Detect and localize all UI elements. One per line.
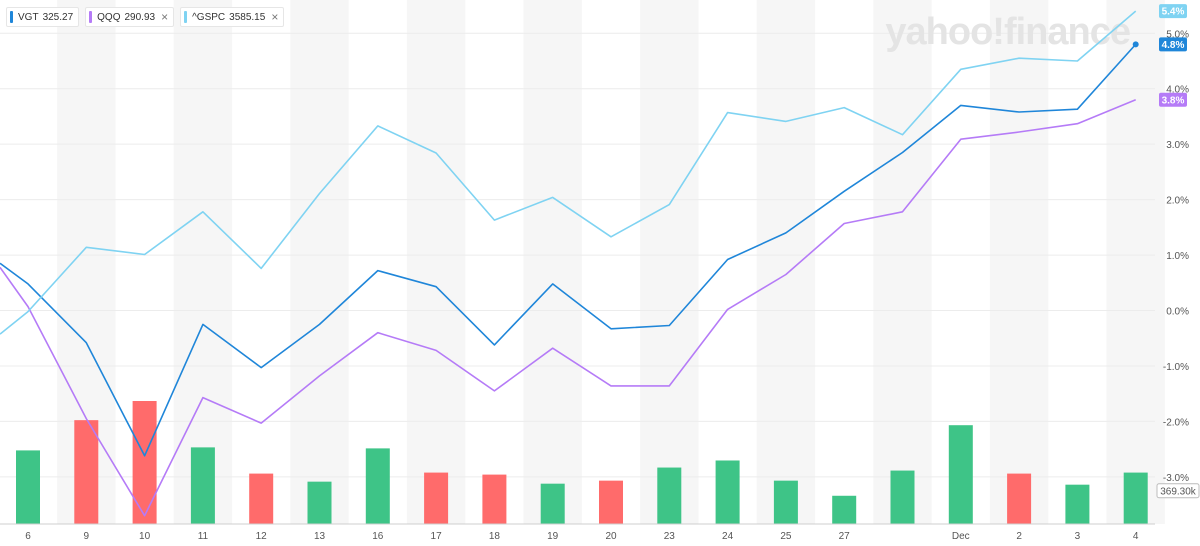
legend-price: 325.27: [42, 11, 74, 23]
x-tick-label: 6: [25, 531, 31, 542]
volume-bar: [890, 470, 915, 524]
y-tick-label: -1.0%: [1163, 362, 1189, 373]
series-line-qqq: [0, 99, 1137, 517]
volume-bar: [307, 481, 332, 524]
x-tick-label: 18: [489, 531, 501, 542]
end-value-badge-gspc: [1159, 4, 1187, 19]
volume-bar: [599, 480, 623, 524]
background-band: [873, 0, 932, 524]
volume-label: 369.30k: [1160, 487, 1197, 498]
background-band: [290, 0, 349, 524]
legend-price: 3585.15: [229, 11, 266, 23]
legend-color-swatch: [10, 11, 13, 23]
end-value-label: 5.4%: [1162, 7, 1185, 18]
legend-chip-vgt[interactable]: VGT 325.27: [6, 7, 80, 27]
x-tick-label: 19: [547, 531, 559, 542]
y-tick-label: 3.0%: [1166, 140, 1189, 151]
volume-bar: [249, 473, 274, 524]
x-tick-label: 16: [372, 531, 384, 542]
y-tick-label: 5.0%: [1166, 29, 1189, 40]
x-tick-label: 10: [139, 531, 151, 542]
volume-label-badge: [1156, 483, 1200, 499]
y-tick-label: 2.0%: [1166, 196, 1189, 207]
volume-bar: [424, 472, 449, 524]
x-tick-label: 3: [1075, 531, 1081, 542]
volume-bar: [365, 448, 390, 524]
x-tick-label: 9: [84, 531, 90, 542]
x-tick-label: 13: [314, 531, 326, 542]
volume-bar: [74, 420, 99, 524]
volume-bar: [16, 450, 40, 524]
x-tick-label: 2: [1016, 531, 1022, 542]
volume-bar: [540, 483, 565, 524]
close-icon[interactable]: ×: [271, 10, 279, 24]
series-line-gspc: [0, 10, 1137, 335]
end-value-badge-qqq: [1159, 92, 1187, 107]
end-value-badge-vgt: [1159, 37, 1187, 52]
volume-bar: [1007, 473, 1032, 524]
legend-color-swatch: [89, 11, 93, 23]
close-icon[interactable]: ×: [161, 10, 169, 24]
x-tick-label: 11: [198, 531, 209, 542]
background-band: [406, 0, 466, 524]
legend-chip-gspc[interactable]: ^GSPC 3585.15 ×: [180, 7, 285, 27]
yahoo-finance-watermark: yahoo!finance: [885, 11, 1130, 53]
x-tick-label: 25: [780, 531, 792, 542]
x-tick-label: Dec: [952, 531, 970, 542]
end-value-label: 3.8%: [1162, 95, 1185, 106]
volume-bar: [1123, 472, 1148, 524]
end-value-label: 4.8%: [1162, 40, 1185, 51]
volume-bar: [190, 447, 215, 524]
x-tick-label: 20: [605, 531, 617, 542]
x-tick-label: 12: [256, 531, 268, 542]
volume-bar: [832, 495, 857, 524]
background-band: [640, 0, 699, 524]
legend-symbol: VGT: [18, 11, 39, 23]
x-tick-label: 23: [664, 531, 676, 542]
y-tick-label: -3.0%: [1163, 473, 1189, 484]
volume-bar: [773, 480, 798, 524]
y-tick-label: 4.0%: [1166, 85, 1189, 96]
legend-color-swatch: [184, 11, 188, 23]
legend-chip-qqq[interactable]: QQQ 290.93 ×: [85, 7, 175, 27]
last-point-marker: [1132, 41, 1139, 48]
legend-symbol: QQQ: [97, 11, 121, 23]
legend: VGT 325.27 QQQ 290.93 × ^GSPC 3585.15 ×: [6, 7, 285, 27]
volume-bar: [657, 467, 682, 524]
y-tick-label: 0.0%: [1166, 307, 1189, 318]
x-tick-label: 17: [431, 531, 443, 542]
legend-price: 290.93: [124, 11, 156, 23]
series-line-vgt: [0, 43, 1137, 457]
volume-bar: [132, 401, 157, 524]
volume-bar: [715, 460, 740, 524]
legend-symbol: ^GSPC: [192, 11, 226, 23]
volume-bar: [482, 474, 507, 524]
background-band: [989, 0, 1049, 524]
background-band: [173, 0, 233, 524]
y-tick-label: 1.0%: [1166, 251, 1189, 262]
background-band: [523, 0, 582, 524]
volume-bar: [1065, 484, 1090, 524]
y-tick-label: -2.0%: [1163, 417, 1189, 428]
background-band: [756, 0, 816, 524]
x-tick-label: 4: [1133, 531, 1139, 542]
volume-bar: [948, 425, 973, 524]
background-band: [1106, 0, 1165, 524]
x-tick-label: 24: [722, 531, 734, 542]
x-tick-label: 27: [839, 531, 851, 542]
